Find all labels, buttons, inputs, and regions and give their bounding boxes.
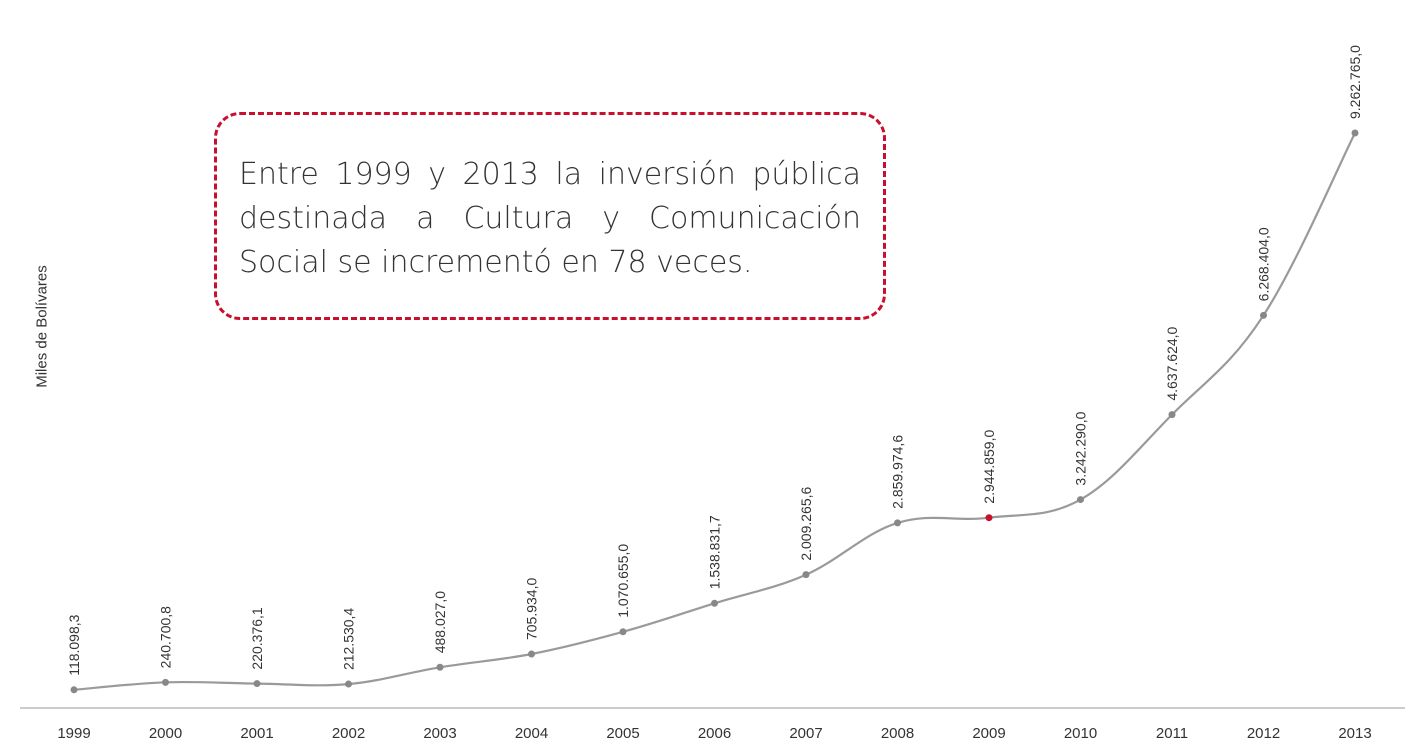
x-tick-label-2013: 2013 [1338,725,1371,742]
data-point-2004 [528,650,535,658]
x-tick-label-2010: 2010 [1064,725,1097,742]
x-tick-label-2002: 2002 [332,725,365,742]
data-point-2013 [1351,129,1359,137]
data-label-2000: 240.700,8 [158,606,174,668]
data-label-2005: 1.070.655,0 [615,544,631,618]
data-label-2012: 6.268.404,0 [1256,227,1272,301]
x-tick-label-1999: 1999 [57,725,90,742]
data-label-2006: 1.538.831,7 [707,515,723,589]
data-point-2002 [345,680,352,688]
x-tick-label-2000: 2000 [149,725,182,742]
annotation-box: Entre 1999 y 2013 la inversión pública d… [214,112,886,320]
data-point-2003 [436,663,444,671]
data-label-2010: 3.242.290,0 [1073,411,1089,485]
data-point-2007 [802,571,810,579]
x-tick-label-2003: 2003 [423,725,456,742]
data-point-2000 [162,678,169,686]
data-point-2001 [253,680,261,688]
x-tick-label-2012: 2012 [1247,725,1280,742]
data-label-2001: 220.376,1 [249,607,265,669]
data-label-2009: 2.944.859,0 [981,430,997,504]
data-label-2004: 705.934,0 [524,578,540,640]
data-point-2006 [711,599,718,607]
data-point-2008 [894,519,901,527]
y-axis-label: Miles de Bolívares [33,265,51,388]
x-tick-label-2011: 2011 [1156,725,1188,742]
data-point-2005 [619,628,627,636]
data-label-2002: 212.530,4 [341,608,357,670]
data-label-2003: 488.027,0 [432,591,448,653]
data-point-2012 [1260,311,1267,319]
series-line [73,132,1356,691]
data-point-2011 [1168,411,1176,419]
x-tick-label-2001: 2001 [240,725,273,742]
x-tick-label-2005: 2005 [606,725,639,742]
data-point-2009 [985,514,993,522]
data-point-2010 [1077,496,1084,504]
data-label-2007: 2.009.265,6 [798,486,814,560]
x-tick-label-2006: 2006 [698,725,731,742]
data-label-2008: 2.859.974,6 [890,435,906,509]
x-tick-label-2008: 2008 [881,725,914,742]
data-label-2011: 4.637.624,0 [1164,326,1180,400]
annotation-text: Entre 1999 y 2013 la inversión pública d… [239,157,861,280]
x-tick-label-2009: 2009 [972,725,1005,742]
x-tick-label-2004: 2004 [515,725,548,742]
data-label-1999: 118.098,3 [66,614,82,675]
x-tick-label-2007: 2007 [789,725,822,742]
data-label-2013: 9.262.765,0 [1347,45,1363,119]
data-point-1999 [70,686,78,694]
